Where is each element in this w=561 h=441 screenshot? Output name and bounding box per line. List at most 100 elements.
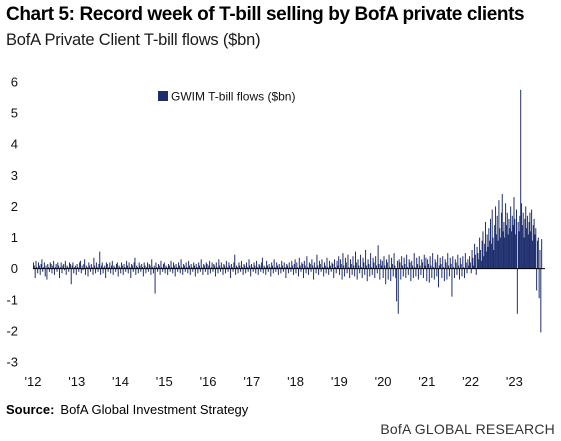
bar [415, 268, 417, 277]
bar [418, 256, 420, 269]
bar [453, 268, 455, 278]
bar [81, 265, 83, 269]
bar [139, 265, 141, 269]
bar [87, 268, 89, 277]
bar [290, 268, 292, 272]
x-tick-label: '19 [331, 374, 348, 389]
bar [231, 267, 233, 269]
bar [105, 268, 107, 278]
x-tick-label: '15 [156, 374, 173, 389]
bar [377, 245, 379, 269]
bar [448, 268, 450, 277]
bar [245, 262, 247, 269]
x-axis-ticks: '12 '13 '14 '15 '16 '17 '18 '19 '20 '21 '22 '23 [25, 374, 523, 389]
bar [166, 267, 168, 269]
bar [62, 265, 64, 269]
bar [66, 265, 68, 269]
chart-title: Chart 5: Record week of T-bill selling b… [6, 4, 525, 25]
bar [366, 268, 368, 282]
bar [295, 268, 297, 274]
bar [354, 268, 356, 277]
bar [279, 267, 281, 269]
bar [417, 264, 419, 269]
y-tick-label: 0 [11, 261, 18, 276]
bar [434, 259, 436, 269]
bar [159, 268, 161, 275]
bar [210, 267, 212, 269]
bar [116, 262, 118, 269]
bar [72, 262, 74, 269]
bar [358, 265, 360, 269]
bar [297, 267, 299, 269]
bar [80, 268, 82, 274]
bar [194, 265, 195, 269]
bar [202, 268, 204, 275]
bar [144, 265, 146, 269]
bar [536, 268, 538, 291]
bar [324, 265, 326, 269]
bar [437, 254, 439, 269]
bar [49, 262, 51, 269]
bar [303, 260, 305, 269]
bar [162, 268, 164, 272]
bar [443, 268, 445, 282]
bar [479, 237, 481, 269]
bar [505, 203, 507, 269]
bar [485, 251, 487, 269]
bar [511, 215, 513, 269]
bar [121, 265, 123, 269]
bar [74, 265, 76, 269]
bar [238, 262, 240, 269]
bar [433, 268, 435, 280]
bar [162, 264, 164, 269]
bar [230, 264, 232, 269]
bar [468, 265, 470, 269]
bar [459, 257, 461, 269]
bar [381, 260, 383, 269]
bar [209, 260, 211, 269]
bar [533, 218, 535, 269]
bar [179, 268, 181, 274]
bar [39, 268, 41, 275]
bar [229, 265, 231, 269]
bar [251, 264, 253, 269]
bar [449, 257, 451, 269]
bar [524, 218, 526, 269]
brand-footer: BofA GLOBAL RESEARCH [380, 421, 555, 437]
bar [432, 267, 434, 269]
bar [378, 264, 380, 269]
bar [417, 268, 419, 280]
bar [98, 264, 100, 269]
bar [310, 268, 312, 272]
bar [165, 265, 167, 269]
bar [538, 268, 540, 299]
bar [171, 267, 173, 269]
bar [240, 268, 242, 272]
bar [240, 260, 242, 269]
bar [399, 262, 401, 269]
bar [396, 260, 398, 269]
bar [537, 237, 539, 269]
bar [464, 253, 466, 269]
bar [192, 268, 194, 272]
bar [147, 268, 149, 272]
bar [58, 265, 60, 269]
bar [150, 268, 152, 275]
bar [453, 267, 455, 269]
bar [116, 264, 118, 269]
bar [300, 268, 302, 272]
bar [177, 268, 179, 272]
bar [239, 265, 241, 269]
bar [526, 228, 528, 269]
bar [506, 212, 508, 269]
bar [101, 262, 103, 269]
bar [413, 253, 415, 269]
bar [111, 260, 113, 269]
x-tick-label: '18 [287, 374, 304, 389]
bar [497, 240, 499, 269]
bar [94, 265, 96, 269]
bar [178, 262, 180, 269]
bar [259, 265, 261, 269]
bar [122, 268, 124, 275]
